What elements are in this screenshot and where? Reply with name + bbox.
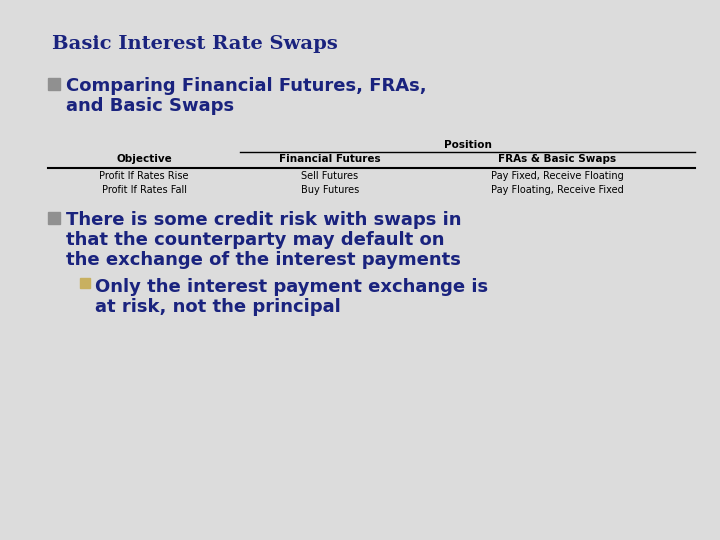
Text: Objective: Objective [116,154,172,164]
Text: Position: Position [444,140,492,150]
Text: Sell Futures: Sell Futures [302,171,359,181]
Text: Profit If Rates Rise: Profit If Rates Rise [99,171,189,181]
Text: at risk, not the principal: at risk, not the principal [95,298,341,316]
Bar [48,212,60,224]
Text: Pay Fixed, Receive Floating: Pay Fixed, Receive Floating [491,171,624,181]
Text: Buy Futures: Buy Futures [301,185,359,195]
Text: Profit If Rates Fall: Profit If Rates Fall [102,185,186,195]
Text: FRAs & Basic Swaps: FRAs & Basic Swaps [498,154,616,164]
Text: Comparing Financial Futures, FRAs,: Comparing Financial Futures, FRAs, [66,77,427,95]
Bar [48,78,60,90]
Text: that the counterparty may default on: that the counterparty may default on [66,231,444,249]
Text: Pay Floating, Receive Fixed: Pay Floating, Receive Fixed [491,185,624,195]
Text: the exchange of the interest payments: the exchange of the interest payments [66,251,461,269]
Text: and Basic Swaps: and Basic Swaps [66,97,234,115]
Text: Only the interest payment exchange is: Only the interest payment exchange is [95,278,488,296]
Text: Financial Futures: Financial Futures [279,154,381,164]
Bar [80,278,90,288]
Text: There is some credit risk with swaps in: There is some credit risk with swaps in [66,211,462,229]
Text: Basic Interest Rate Swaps: Basic Interest Rate Swaps [52,35,338,53]
